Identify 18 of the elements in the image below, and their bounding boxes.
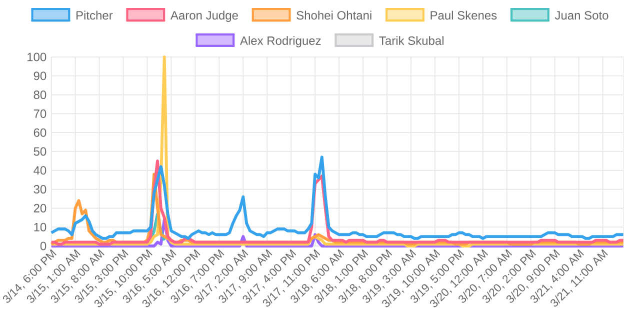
legend-label: Paul Skenes xyxy=(430,10,497,20)
y-tick-label: 20 xyxy=(34,204,46,212)
y-tick-label: 50 xyxy=(34,147,46,156)
legend-label: Juan Soto xyxy=(554,11,608,20)
y-tick-label: 0 xyxy=(40,242,46,250)
y-tick-label: 60 xyxy=(34,128,46,137)
y-tick-label: 10 xyxy=(34,222,46,232)
y-tick-label: 100 xyxy=(28,52,46,62)
legend-label: Aaron Judge xyxy=(170,10,238,22)
legend-label: Alex Rodriguez xyxy=(240,36,321,48)
y-tick-label: 70 xyxy=(34,109,46,118)
y-tick-label: 90 xyxy=(34,72,46,80)
y-tick-label: 30 xyxy=(34,185,46,194)
legend-label: Shohei Ohtani xyxy=(296,10,372,20)
legend-label: Pitcher xyxy=(76,10,113,20)
legend-label: Tarik Skubal xyxy=(379,36,444,45)
y-tick-label: 40 xyxy=(34,166,46,175)
y-tick-label: 80 xyxy=(34,90,46,100)
